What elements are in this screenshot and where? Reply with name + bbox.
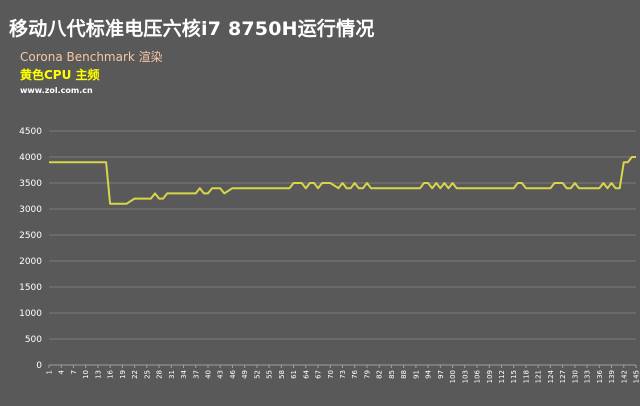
x-tick-label: 118 bbox=[522, 370, 530, 383]
x-tick-label: 40 bbox=[204, 370, 212, 379]
y-tick-label: 0 bbox=[36, 361, 42, 371]
x-tick-label: 103 bbox=[461, 370, 469, 383]
x-tick-label: 115 bbox=[510, 370, 518, 383]
y-tick-label: 2500 bbox=[19, 231, 42, 241]
x-tick-label: 133 bbox=[584, 370, 592, 383]
x-tick-label: 136 bbox=[596, 369, 604, 383]
y-tick-label: 4000 bbox=[19, 153, 42, 163]
x-tick-label: 16 bbox=[107, 369, 115, 378]
x-tick-label: 100 bbox=[449, 370, 457, 383]
legend-label: 黄色CPU 主频 bbox=[20, 68, 100, 82]
y-tick-label: 1500 bbox=[19, 283, 42, 293]
x-tick-label: 28 bbox=[156, 370, 164, 379]
x-tick-label: 22 bbox=[131, 370, 139, 379]
x-tick-label: 1 bbox=[46, 370, 54, 374]
x-tick-label: 49 bbox=[241, 370, 249, 379]
x-tick-label: 13 bbox=[94, 370, 102, 379]
x-tick-label: 109 bbox=[486, 370, 494, 383]
y-tick-label: 3500 bbox=[19, 179, 42, 189]
x-tick-label: 61 bbox=[290, 370, 298, 379]
x-tick-label: 145 bbox=[633, 370, 640, 383]
x-tick-label: 19 bbox=[119, 370, 127, 379]
x-tick-label: 124 bbox=[547, 369, 555, 383]
x-tick-label: 52 bbox=[253, 370, 261, 379]
y-tick-label: 1000 bbox=[19, 309, 42, 319]
gridlines bbox=[49, 130, 636, 366]
chart-title: 移动八代标准电压六核i7 8750H运行情况 bbox=[9, 18, 375, 40]
x-tick-label: 127 bbox=[559, 370, 567, 383]
x-tick-label: 142 bbox=[620, 370, 628, 383]
x-tick-label: 67 bbox=[315, 370, 323, 379]
x-tick-label: 4 bbox=[58, 369, 66, 374]
x-tick-label: 46 bbox=[229, 369, 237, 378]
series-line-0 bbox=[49, 156, 636, 205]
series-group bbox=[49, 156, 636, 205]
x-tick-label: 112 bbox=[498, 370, 506, 383]
x-axis: 1 4 7 10 13 16 19 22 25 28 31 34 37 40 43 46 49 52 55 58 61 6… bbox=[46, 365, 640, 383]
x-tick-label: 7 bbox=[70, 370, 78, 374]
chart-subtitle: Corona Benchmark 渲染 bbox=[20, 50, 163, 64]
x-tick-label: 34 bbox=[180, 369, 188, 378]
x-tick-label: 91 bbox=[412, 370, 420, 379]
x-tick-label: 79 bbox=[363, 370, 371, 379]
x-tick-label: 139 bbox=[608, 370, 616, 383]
x-tick-label: 43 bbox=[217, 370, 225, 379]
x-tick-label: 70 bbox=[327, 370, 335, 379]
y-tick-label: 500 bbox=[25, 335, 42, 345]
x-tick-label: 85 bbox=[388, 370, 396, 379]
x-tick-label: 64 bbox=[302, 369, 310, 378]
x-tick-label: 94 bbox=[425, 369, 433, 378]
x-tick-label: 88 bbox=[400, 370, 408, 379]
x-tick-label: 97 bbox=[437, 370, 445, 379]
x-tick-label: 37 bbox=[192, 370, 200, 379]
x-tick-label: 76 bbox=[351, 369, 359, 378]
x-tick-label: 82 bbox=[376, 370, 384, 379]
x-tick-label: 73 bbox=[339, 370, 347, 379]
x-tick-label: 10 bbox=[82, 370, 90, 379]
x-tick-label: 121 bbox=[535, 370, 543, 383]
x-tick-label: 130 bbox=[571, 370, 579, 383]
x-tick-label: 31 bbox=[168, 370, 176, 379]
y-tick-label: 3000 bbox=[19, 205, 42, 215]
x-tick-label: 106 bbox=[474, 369, 482, 383]
x-tick-label: 55 bbox=[266, 370, 274, 379]
source-watermark: www.zol.com.cn bbox=[20, 86, 93, 95]
y-axis: 0 500 1000 1500 2000 2500 3000 3500 4000 4500 bbox=[19, 127, 42, 371]
y-tick-label: 4500 bbox=[19, 127, 42, 137]
x-tick-label: 58 bbox=[278, 370, 286, 379]
y-tick-label: 2000 bbox=[19, 257, 42, 267]
x-tick-label: 25 bbox=[143, 370, 151, 379]
